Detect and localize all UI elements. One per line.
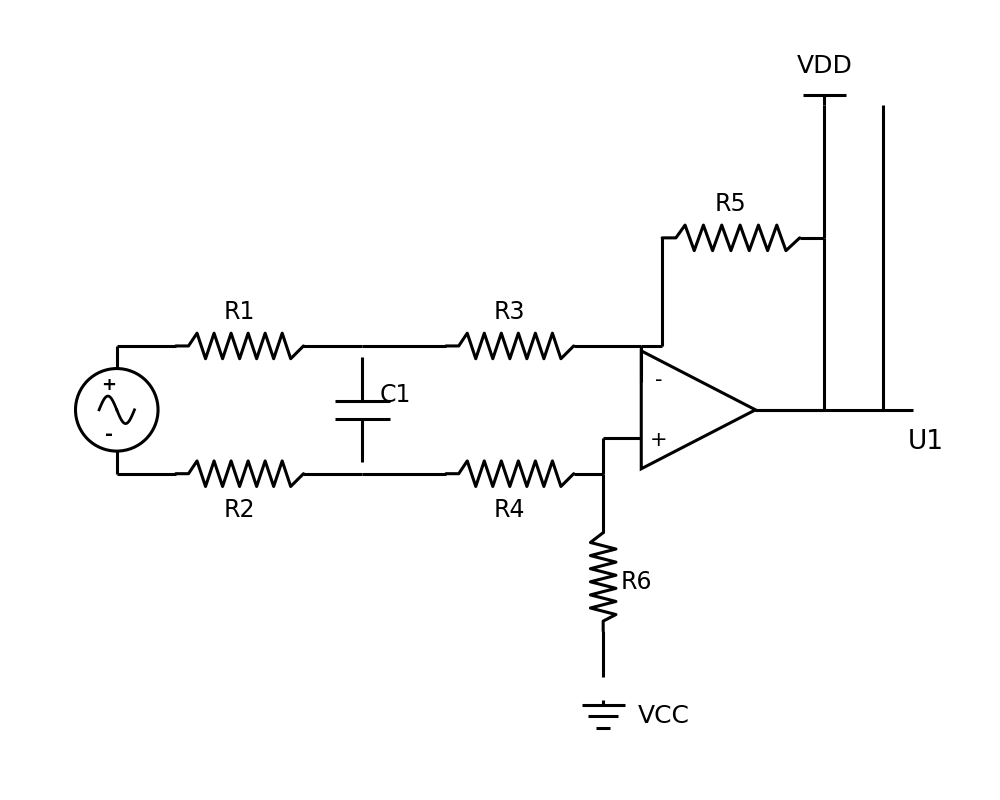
Text: -: - bbox=[655, 370, 663, 390]
Text: VDD: VDD bbox=[796, 54, 852, 78]
Text: +: + bbox=[101, 376, 116, 394]
Text: R1: R1 bbox=[224, 300, 255, 324]
Text: R4: R4 bbox=[494, 498, 526, 522]
Text: VCC: VCC bbox=[638, 705, 689, 729]
Text: R5: R5 bbox=[715, 192, 747, 216]
Text: U1: U1 bbox=[908, 430, 944, 455]
Text: C1: C1 bbox=[380, 383, 411, 407]
Text: R6: R6 bbox=[621, 570, 652, 594]
Text: -: - bbox=[105, 425, 113, 444]
Text: R3: R3 bbox=[494, 300, 526, 324]
Text: R2: R2 bbox=[224, 498, 255, 522]
Text: +: + bbox=[650, 430, 668, 450]
